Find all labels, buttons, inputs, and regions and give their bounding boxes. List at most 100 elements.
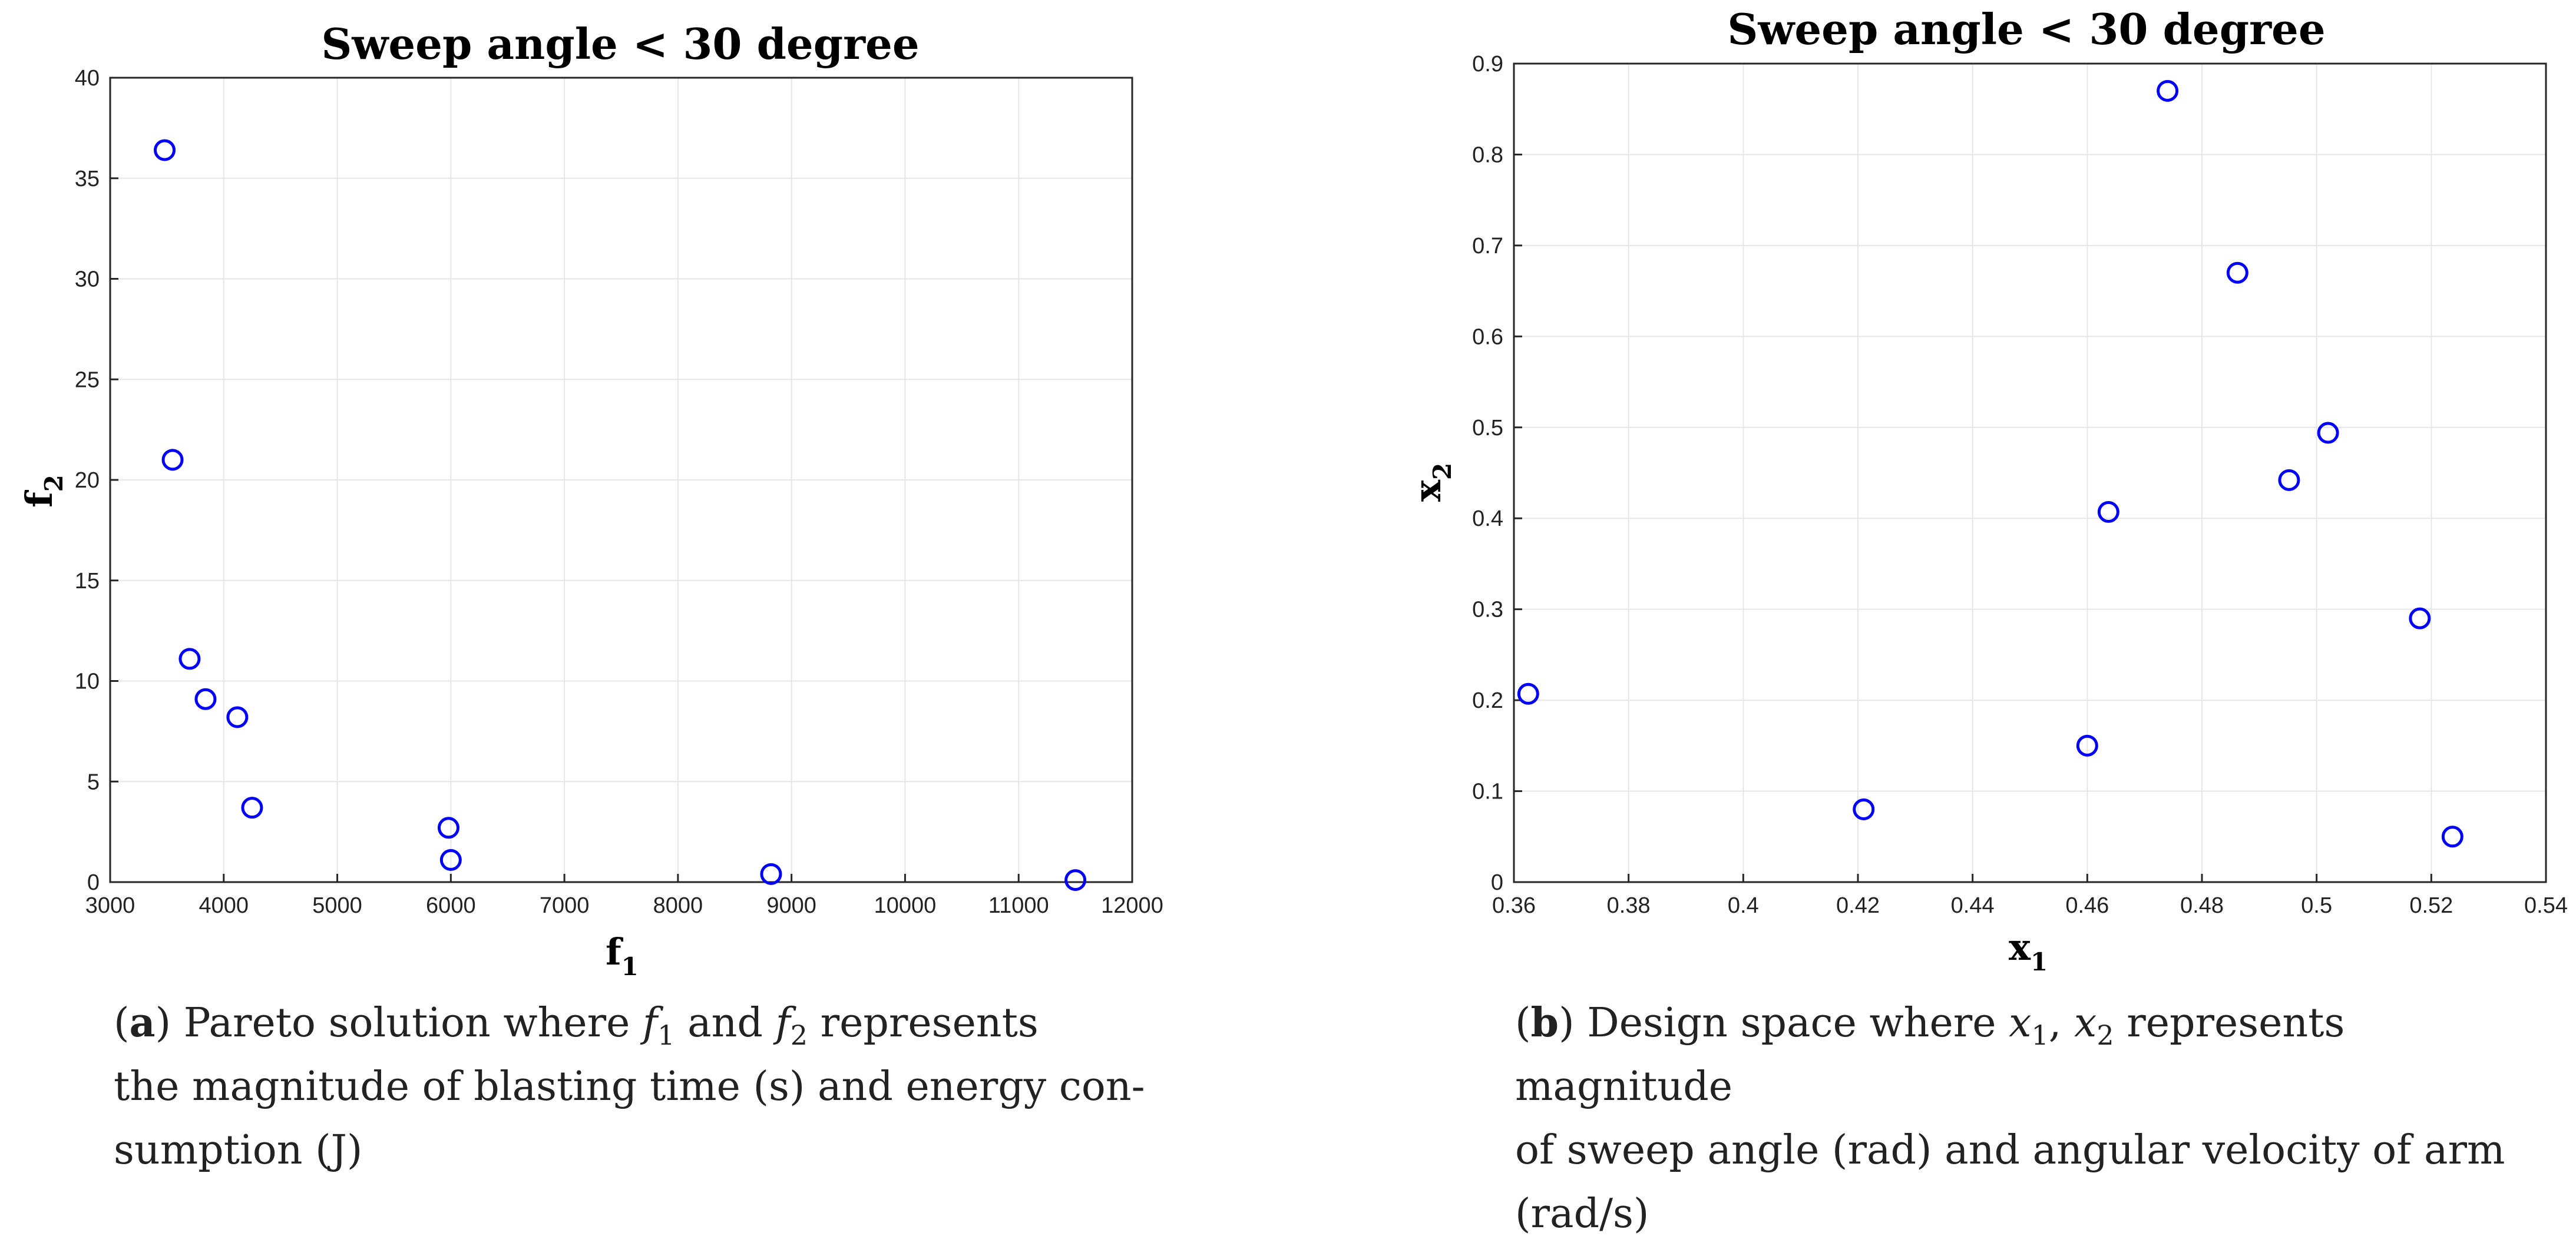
caption-a-line2: the magnitude of blasting time (s) and e… [114,1063,1145,1110]
chart-b-data-point [2441,826,2463,848]
chart-a-ylabel: f2 [18,475,68,508]
caption-a-text2: represents [808,1000,1039,1046]
caption-b-label: b [1530,999,1559,1046]
chart-a-ytick-label: 20 [75,468,100,493]
caption-b-sep: , [2048,1000,2074,1046]
chart-a-xtick-label: 10000 [874,893,937,918]
chart-a-data-point [241,797,263,819]
chart-a-xtick-label: 6000 [426,893,476,918]
chart-b-data-point [2097,501,2119,523]
caption-a-f2-sub: 2 [790,1019,808,1051]
caption-b-text2: represents magnitude [1515,1000,2345,1110]
caption-b-line3: (rad/s) [1515,1191,1649,1237]
chart-b-grid [1513,63,2547,883]
chart-b-ytick-label: 0.1 [1472,780,1503,804]
chart-b-ytick-label: 0.5 [1472,416,1503,440]
chart-b-data-point [1517,682,1539,705]
chart-a-xlabel: f1 [606,930,639,981]
caption-b: (b) Design space where x1, x2 represents… [1515,991,2564,1246]
chart-b: 0.36 0.38 0.4 0.42 0.44 0.46 0.48 0.5 0.52 0.5400… [1406,4,2568,976]
chart-a-ticks: 3000 4000 5000 6000 7000 8000 9000 10000 11000 12… [75,66,1163,918]
chart-b-ytick-label: 0.2 [1472,688,1503,713]
chart-b-xtick-label: 0.38 [1607,893,1651,918]
chart-b-ytick-label: 0.6 [1472,324,1503,349]
chart-a-xtick-label: 9000 [766,893,816,918]
chart-a-data-point [439,849,462,871]
chart-b-xtick-label: 0.4 [1728,893,1759,918]
chart-b-data-point [2076,734,2098,757]
chart-a-xlabel-sub: 1 [621,952,639,981]
chart-b-data-point [2157,79,2179,102]
chart-b-plot-area [1513,62,2547,883]
caption-a-f1-sub: 1 [657,1019,675,1051]
chart-b-ytick-label: 0.4 [1472,506,1503,531]
chart-b-xtick-label: 0.44 [1951,893,1995,918]
chart-b-ytick-label: 0.3 [1472,598,1503,622]
chart-a-ytick-label: 40 [75,66,100,91]
chart-a-xtick-label: 12000 [1101,893,1163,918]
chart-a-data-point [154,139,176,161]
chart-a-ytick-label: 5 [87,770,100,794]
chart-a-xtick-label: 5000 [312,893,362,918]
chart-b-data-point [2226,261,2248,284]
chart-a-xtick-label: 4000 [199,893,249,918]
figure: 3000 4000 5000 6000 7000 8000 9000 10000 11000 12… [18,4,2568,981]
caption-a: (a) Pareto solution where f1 and f2 repr… [114,991,1162,1182]
chart-a-ytick-label: 25 [75,367,100,392]
chart-a-data-point [194,688,217,710]
chart-a-title: Sweep angle < 30 degree [321,19,919,69]
caption-a-and: and [674,1000,776,1046]
caption-b-x2-sub: 2 [2096,1019,2114,1051]
caption-b-x2: x [2074,1000,2097,1046]
chart-b-ytick-label: 0.9 [1472,52,1503,77]
chart-b-ylabel: x2 [1406,463,1457,502]
caption-b-line2: of sweep angle (rad) and angular velocit… [1515,1127,2505,1174]
chart-b-data-point [2317,422,2339,444]
chart-b-title: Sweep angle < 30 degree [1727,4,2325,54]
chart-a-grid [110,77,1133,883]
chart-b-ticks: 0.36 0.38 0.4 0.42 0.44 0.46 0.48 0.5 0.52 0.54 0 0… [1472,52,2568,918]
chart-b-xlabel: x1 [2009,926,2048,976]
chart-a-xtick-label: 3000 [85,893,135,918]
chart-a-xtick-label: 11000 [988,893,1049,918]
chart-b-points [1517,79,2463,848]
chart-a-ytick-label: 35 [75,167,100,191]
chart-a-xlabel-main: f [606,930,623,973]
chart-a-data-point [760,863,782,885]
chart-b-xlabel-sub: 1 [2031,947,2048,976]
chart-a-ytick-label: 30 [75,267,100,292]
caption-a-line3: sumption (J) [114,1127,363,1174]
chart-a-ytick-label: 0 [87,870,100,895]
chart-a-xtick-label: 8000 [653,893,703,918]
chart-b-xtick-label: 0.42 [1836,893,1880,918]
chart-a-xtick-label: 7000 [540,893,590,918]
caption-b-line1: (b) Design space where x1, x2 represents… [1515,999,2345,1110]
caption-b-x1-sub: 1 [2031,1019,2049,1051]
chart-b-xtick-label: 0.5 [2301,893,2332,918]
chart-b-data-point [2278,469,2300,491]
chart-b-ytick-label: 0.8 [1472,143,1503,167]
chart-a: 3000 4000 5000 6000 7000 8000 9000 10000 11000 12… [18,19,1163,981]
chart-b-data-point [1853,798,1875,820]
caption-a-label: a [129,999,156,1046]
chart-b-xlabel-main: x [2009,926,2031,969]
chart-b-ylabel-sub: 2 [1428,463,1457,480]
chart-a-ytick-label: 10 [75,670,100,694]
chart-a-ylabel-main: f [18,490,61,508]
chart-a-ylabel-sub: 2 [39,475,68,492]
chart-b-xtick-label: 0.52 [2409,893,2453,918]
chart-b-xtick-label: 0.36 [1492,893,1536,918]
caption-a-line1: (a) Pareto solution where f1 and f2 repr… [114,999,1039,1051]
chart-a-data-point [1064,869,1087,892]
chart-a-data-point [437,817,459,839]
chart-b-ytick-label: 0 [1491,870,1503,895]
chart-b-xtick-label: 0.46 [2065,893,2109,918]
chart-b-ylabel-main: x [1406,479,1449,502]
caption-a-f2: f [775,1000,791,1046]
chart-a-data-point [178,648,201,670]
caption-b-x1: x [2009,1000,2032,1046]
chart-b-xtick-label: 0.48 [2180,893,2224,918]
chart-a-ytick-label: 15 [75,569,100,594]
chart-a-data-point [226,706,249,728]
caption-a-f1: f [643,1000,658,1046]
